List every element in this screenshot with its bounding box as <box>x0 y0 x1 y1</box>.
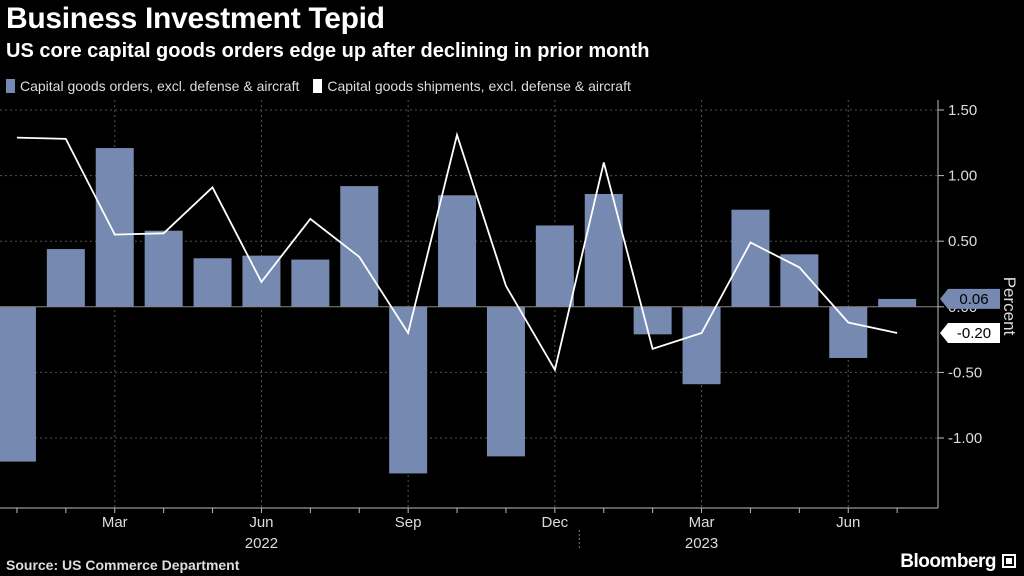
x-tick-label: Jun <box>836 514 860 531</box>
bar <box>144 230 183 307</box>
y-tick-label: 1.00 <box>948 168 977 185</box>
x-tick-label: Mar <box>102 514 128 531</box>
legend-swatch-shipments <box>313 79 323 93</box>
y-tick-label: -0.50 <box>948 364 982 381</box>
bloomberg-logo: Bloomberg <box>900 551 996 572</box>
x-year-label: 2022 <box>245 535 278 552</box>
bar <box>535 225 574 307</box>
legend-swatch-orders <box>6 79 15 93</box>
x-tick-label: Sep <box>395 514 422 531</box>
bar <box>291 259 330 307</box>
bar <box>682 306 721 385</box>
bar <box>731 209 770 307</box>
bar <box>878 298 917 307</box>
source-note: Source: US Commerce Department <box>6 557 240 573</box>
legend-item-shipments: Capital goods shipments, excl. defense &… <box>313 78 631 94</box>
x-tick-label: Mar <box>689 514 715 531</box>
callout-shipments-label: -0.20 <box>957 325 991 342</box>
bar <box>95 148 134 307</box>
legend: Capital goods orders, excl. defense & ai… <box>6 78 645 94</box>
bar <box>780 254 819 307</box>
y-tick-label: -1.00 <box>948 430 982 447</box>
bloomberg-mark-icon <box>1002 554 1016 568</box>
callout-orders-label: 0.06 <box>959 291 988 308</box>
x-year-label: 2023 <box>685 535 718 552</box>
chart-title: Business Investment Tepid <box>6 2 385 35</box>
y-axis-title: Percent <box>1000 277 1019 336</box>
chart-subtitle: US core capital goods orders edge up aft… <box>6 40 650 62</box>
legend-label-orders: Capital goods orders, excl. defense & ai… <box>20 78 300 94</box>
shipments-line <box>16 131 898 373</box>
bar <box>438 195 477 307</box>
x-tick-label: Jun <box>249 514 273 531</box>
bar <box>0 306 36 462</box>
x-tick-label: Dec <box>542 514 569 531</box>
bar <box>829 306 868 358</box>
legend-item-orders: Capital goods orders, excl. defense & ai… <box>6 78 299 94</box>
bar <box>633 306 672 335</box>
callout-shipments <box>940 323 1000 344</box>
y-tick-label: 0.50 <box>948 233 977 250</box>
bar <box>193 258 232 307</box>
legend-label-shipments: Capital goods shipments, excl. defense &… <box>327 78 631 94</box>
y-tick-label: 1.50 <box>948 102 977 119</box>
callout-orders <box>940 288 1000 309</box>
bar <box>486 306 525 457</box>
bar <box>46 249 85 307</box>
